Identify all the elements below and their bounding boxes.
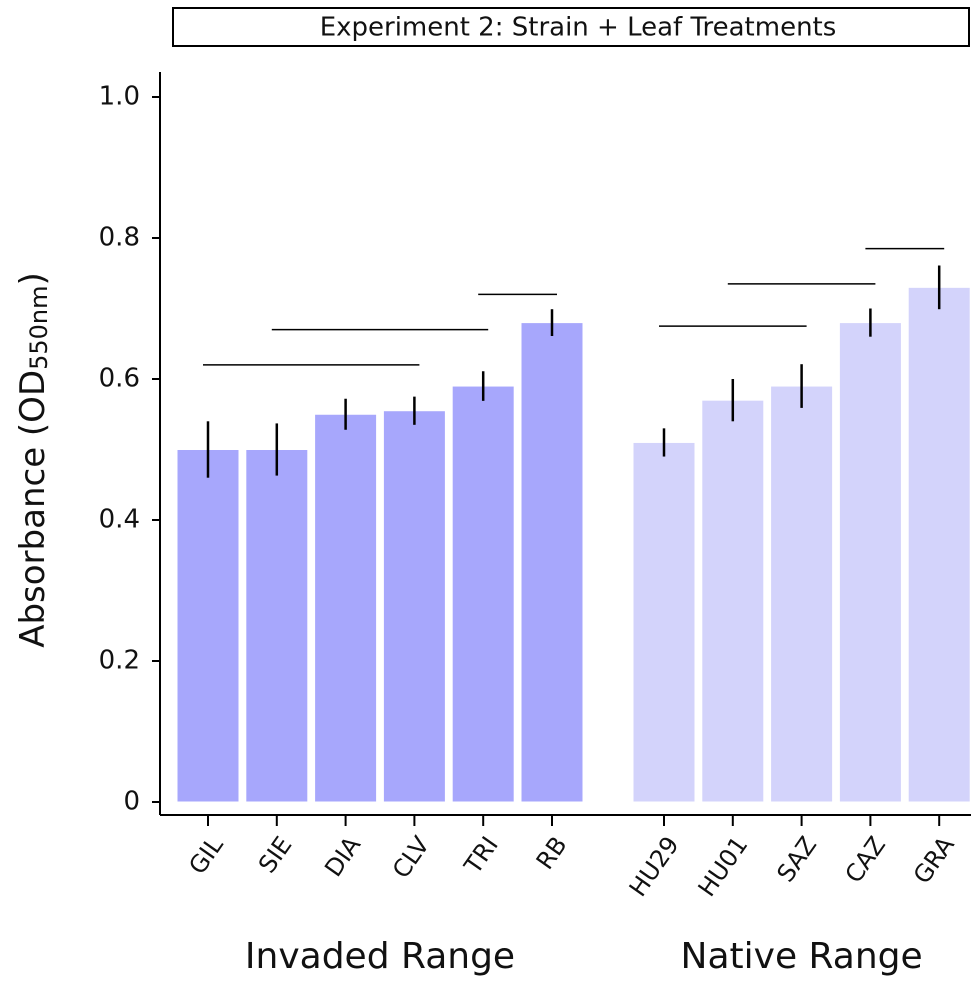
bar <box>520 322 584 803</box>
y-label-sub: 550nm <box>25 285 53 369</box>
x-tick-label: CLV <box>387 831 435 884</box>
y-tick-label: 0.4 <box>99 505 140 535</box>
bar <box>770 385 834 803</box>
bar <box>451 385 515 803</box>
y-tick-label: 0.2 <box>99 646 140 676</box>
y-tick-label: 0 <box>123 787 140 817</box>
group-label: Native Range <box>681 936 923 977</box>
y-tick-label: 1.0 <box>99 82 140 112</box>
x-tick-label: SIE <box>253 831 297 878</box>
x-tick-label: DIA <box>319 831 366 882</box>
y-label-end: ) <box>13 272 53 285</box>
x-tick-label: CAZ <box>840 831 891 888</box>
x-tick-label: TRI <box>458 831 504 879</box>
x-tick-label: GRA <box>908 831 960 889</box>
bar <box>382 410 446 803</box>
y-axis-label: Absorbance (OD550nm) <box>13 272 54 648</box>
bar <box>907 286 971 803</box>
bar <box>176 449 240 803</box>
x-tick-label: HU01 <box>693 831 754 901</box>
bar <box>245 449 309 803</box>
bar <box>838 322 902 803</box>
x-tick-label: RB <box>531 831 573 874</box>
x-tick-label: HU29 <box>624 831 685 901</box>
chart-title: Experiment 2: Strain + Leaf Treatments <box>320 13 837 43</box>
title-box <box>172 7 970 47</box>
y-label-text: Absorbance (OD <box>13 370 53 648</box>
bar <box>314 413 378 803</box>
y-tick-label: 0.8 <box>99 223 140 253</box>
group-label: Invaded Range <box>245 936 515 977</box>
bar <box>701 399 765 803</box>
bar <box>632 441 696 803</box>
x-tick-label: SAZ <box>771 831 822 887</box>
y-tick-label: 0.6 <box>99 364 140 394</box>
x-tick-label: GIL <box>183 831 229 880</box>
